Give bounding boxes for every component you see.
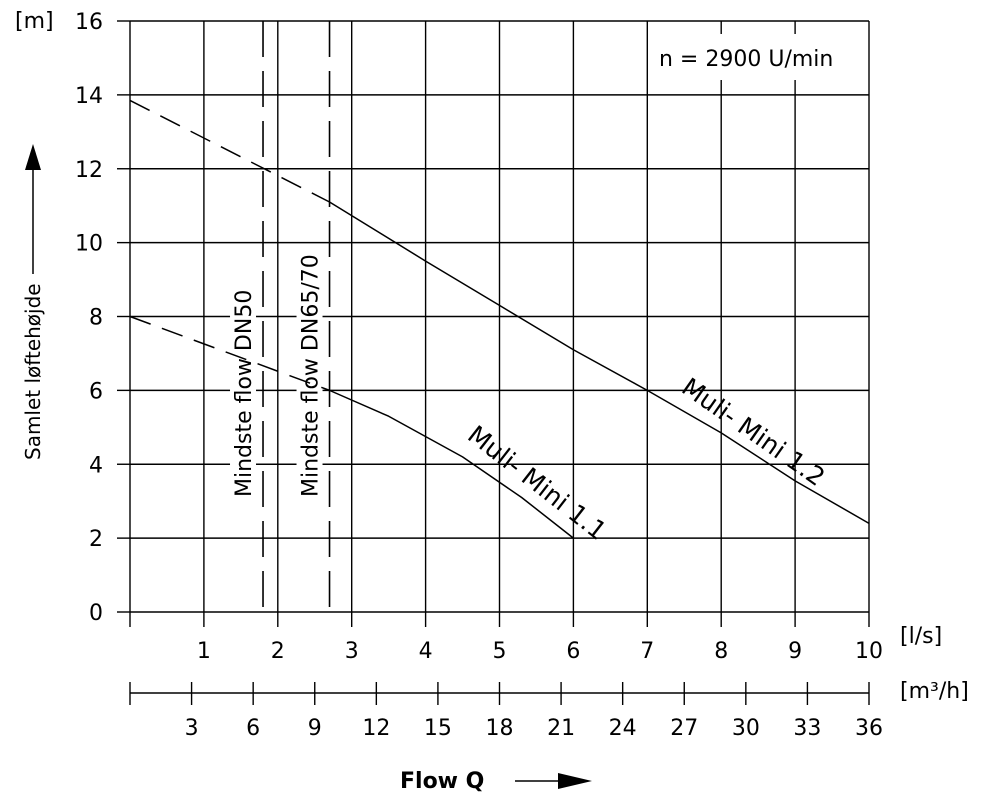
y-axis-arrow-icon [25, 144, 41, 170]
x-unit-secondary: [m³/h] [900, 679, 969, 704]
series-dashed-line [129, 315, 330, 392]
x2-tick-label: 12 [362, 716, 390, 741]
y-tick-label: 10 [75, 232, 103, 257]
y-axis-title: Samlet løftehøjde [21, 283, 45, 460]
x-tick-label: 8 [714, 639, 728, 664]
x-axis-arrow-icon [558, 773, 592, 789]
series-label-muli-mini-1-1: Muli- Mini 1.1 [462, 420, 612, 546]
x2-tick-label: 21 [547, 716, 575, 741]
min-flow-lines: Mindste flow DN50 Mindste flow DN65/70 [230, 21, 331, 612]
min-flow-label-bg [296, 255, 323, 500]
x-axis-primary: 1 2 3 4 5 6 7 8 9 10 [129, 612, 883, 664]
x2-tick-label: 27 [670, 716, 698, 741]
min-flow-label: Mindste flow DN50 [232, 290, 257, 497]
x-unit-primary: [l/s] [900, 624, 942, 649]
x2-tick-label: 30 [732, 716, 760, 741]
min-flow-label: Mindste flow DN65/70 [299, 254, 324, 497]
x2-tick-label: 24 [609, 716, 637, 741]
x-tick-label: 10 [855, 639, 883, 664]
y-tick-label: 4 [89, 453, 103, 478]
x2-tick-label: 6 [246, 716, 260, 741]
y-tick-label: 14 [75, 84, 103, 109]
grid [129, 20, 870, 613]
y-tick-label: 12 [75, 158, 103, 183]
x2-tick-label: 33 [793, 716, 821, 741]
speed-annotation: n = 2900 U/min [659, 47, 833, 72]
y-tick-label: 16 [75, 10, 103, 35]
y-tick-label: 8 [89, 306, 103, 331]
x2-tick-label: 3 [185, 716, 199, 741]
x-tick-label: 7 [640, 639, 654, 664]
curves [129, 99, 870, 539]
y-tick-label: 6 [89, 379, 103, 404]
x2-tick-label: 18 [486, 716, 514, 741]
x-tick-label: 9 [788, 639, 802, 664]
y-tick-label: 2 [89, 527, 103, 552]
x-axis-secondary: 3 6 9 12 15 18 21 24 27 30 33 36 [129, 682, 883, 741]
y-axis-title-group: Samlet løftehøjde [21, 144, 45, 460]
x-tick-label: 1 [197, 639, 211, 664]
min-flow-label-bg [230, 255, 257, 500]
x-tick-label: 3 [345, 639, 359, 664]
x-axis-title: Flow Q [400, 769, 484, 794]
speed-annotation-box [649, 34, 868, 80]
y-unit-label: [m] [15, 9, 54, 34]
x-tick-label: 6 [566, 639, 580, 664]
y-axis: 0 2 4 6 8 10 12 14 16 [75, 10, 130, 626]
x2-tick-label: 9 [308, 716, 322, 741]
x-tick-label: 5 [493, 639, 507, 664]
x-tick-label: 2 [271, 639, 285, 664]
series-dashed-line [129, 99, 330, 203]
x-tick-label: 4 [419, 639, 433, 664]
y-tick-label: 0 [89, 601, 103, 626]
series-line [329, 389, 574, 539]
x2-tick-label: 15 [424, 716, 452, 741]
series-line [329, 201, 870, 525]
x2-tick-label: 36 [855, 716, 883, 741]
